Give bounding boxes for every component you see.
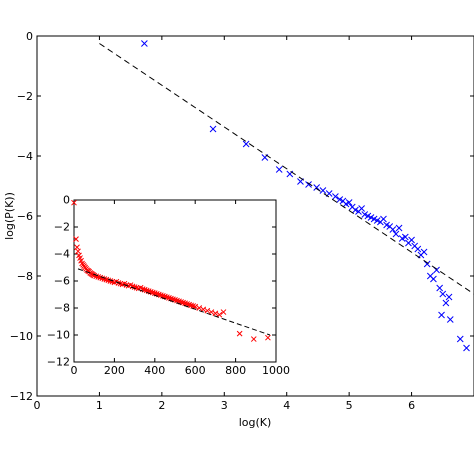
inset-ytick-label: −2 [54,221,70,234]
main-data-point [439,290,447,298]
main-data-point [446,316,454,323]
main-data-point [445,293,453,301]
main-data-point [332,193,339,200]
main-xtick-label: 6 [408,399,415,412]
main-data-point [436,284,444,292]
inset-data-point [265,334,271,341]
main-axis-ticks: 0 1 2 3 4 5 6 0 −2 −4 −6 −8 −10 −12 [10,30,474,412]
main-data-point [420,248,428,256]
main-data-point [401,233,409,241]
main-ytick-label: −8 [17,270,33,283]
inset-xtick-label: 200 [104,364,125,377]
main-data-point [209,125,217,133]
main-xtick-label: 2 [158,399,165,412]
main-data-point [305,181,312,188]
main-xlabel: log(K) [239,416,272,429]
main-data-point [319,187,327,194]
inset-ytick-label: −8 [54,302,70,315]
inset-data-point [71,199,77,206]
main-xtick-label: 0 [34,399,41,412]
main-data-point [423,260,431,268]
main-ytick-label: 0 [26,30,33,43]
inset-ytick-label: −4 [54,248,70,261]
main-ytick-label: −2 [17,90,33,103]
main-data-point [313,184,321,191]
main-data-point [358,205,365,212]
main-data-point [456,335,464,343]
inset-data-point [75,248,81,255]
inset-data-point [74,244,80,251]
inset-data-point [196,305,203,311]
main-data-point [389,226,397,233]
main-data-point [141,40,148,47]
main-data-point [408,236,415,244]
inset-ytick-label: −6 [54,275,70,288]
main-data-point [392,230,400,238]
inset-data-point [204,307,211,314]
main-data-point [430,275,437,283]
inset-xtick-label: 1000 [262,364,290,377]
inset-ytick-label: −10 [47,329,70,342]
main-data-point [463,344,470,352]
main-series-points [141,40,470,352]
main-ytick-label: −4 [17,150,33,163]
inset-data-point [73,236,79,243]
main-ylabel: log(P(K)) [3,192,16,240]
main-data-point [275,166,283,173]
inset-axis-ticks: 0 200 400 600 800 1000 0 −2 −4 −6 −8 −10 −12 [47,194,290,378]
inset-xtick-label: 600 [185,364,206,377]
main-xtick-label: 3 [221,399,228,412]
inset-data-point [250,336,257,342]
main-xtick-label: 1 [96,399,103,412]
main-xtick-label: 4 [283,399,290,412]
inset-xtick-label: 800 [225,364,246,377]
inset-ytick-label: −12 [47,356,70,369]
main-data-point [395,224,403,232]
inset-data-point [212,310,219,317]
main-data-point [438,311,445,319]
main-fit-line [99,43,474,295]
inset-ytick-label: 0 [63,194,70,207]
main-ytick-label: −10 [10,330,33,343]
inset-fit-line [77,268,271,336]
inset-data-point [236,330,243,337]
main-xtick-label: 5 [346,399,353,412]
main-data-point [414,245,422,253]
main-ytick-label: −6 [17,210,33,223]
inset-data-point [220,309,227,315]
main-data-point [345,199,353,206]
main-data-point [242,140,250,148]
inset-data-point [216,311,223,318]
inset-xtick-label: 0 [71,364,78,377]
main-data-point [442,299,450,307]
inset-xtick-label: 400 [144,364,165,377]
main-ytick-label: −12 [10,390,33,403]
main-data-point [380,215,387,223]
